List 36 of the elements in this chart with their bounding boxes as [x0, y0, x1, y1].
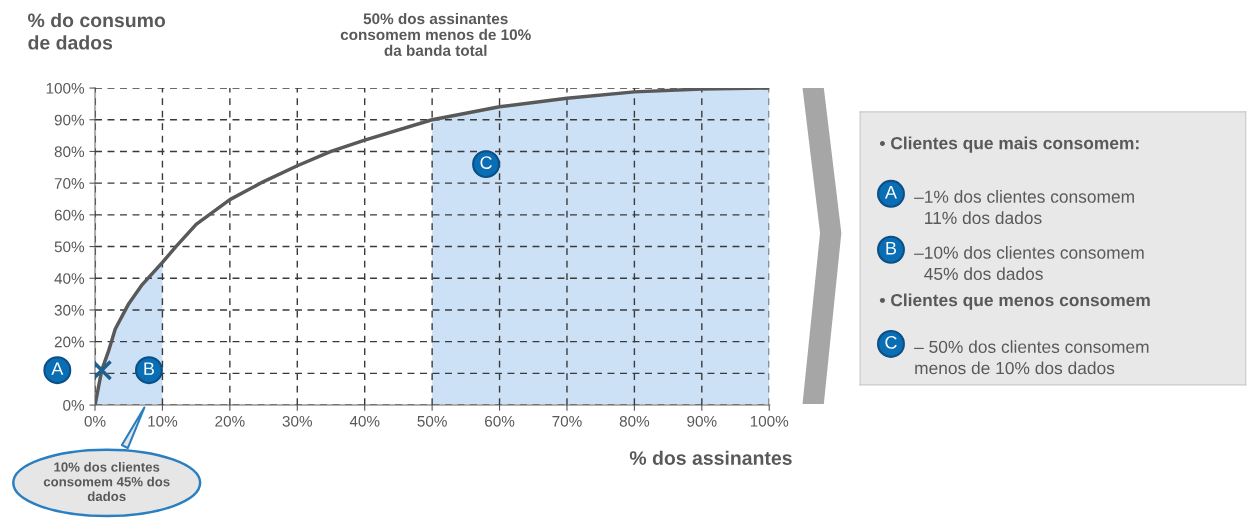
y-tick-label: 80%	[54, 146, 85, 158]
x-tick-label: 10%	[148, 415, 178, 427]
x-tick-label: 20%	[215, 415, 245, 427]
annotation: A	[51, 362, 64, 375]
text: • Clientes que menos consomem	[879, 293, 1150, 310]
x-tick-label: 50%	[417, 415, 447, 427]
y-tick-label: 100%	[46, 82, 85, 94]
annotation: C	[480, 156, 492, 169]
y-tick-label: 70%	[54, 178, 85, 189]
text: • Clientes que mais consomem:	[879, 136, 1139, 153]
x-tick-label: 100%	[750, 415, 789, 427]
annotation: B	[144, 362, 155, 375]
text: –1% dos clientes consomem 11% dos dados	[914, 190, 1134, 225]
y-axis-title: % do consumo de dados	[28, 12, 166, 50]
text: A	[884, 186, 897, 199]
x-tick-label: 80%	[619, 415, 650, 427]
x-tick-label: 0%	[84, 415, 106, 427]
y-tick-label: 40%	[54, 273, 85, 284]
text: – 50% dos clientes consomem menos de 10% dos dados	[914, 340, 1149, 375]
x-tick-label: 30%	[282, 415, 313, 427]
x-tick-label: 40%	[349, 415, 380, 427]
text: 10% dos clientes consomem 45% dos dados	[43, 462, 170, 502]
x-tick-label: 70%	[552, 415, 582, 427]
x-tick-label: 60%	[485, 415, 515, 427]
x-axis-title: % dos assinantes	[629, 450, 792, 465]
x-tick-label: 90%	[687, 415, 717, 427]
y-tick-label: 30%	[54, 304, 85, 316]
text: –10% dos clientes consomem 45% dos dados	[914, 246, 1144, 281]
text: B	[886, 241, 897, 255]
y-tick-label: 0%	[63, 399, 85, 411]
text: C	[885, 335, 897, 349]
y-tick-label: 20%	[54, 336, 85, 348]
y-tick-label: 50%	[54, 241, 85, 253]
y-tick-label: 90%	[54, 114, 85, 126]
chart-title: 50% dos assinantes consomem menos de 10% da banda total	[340, 12, 531, 56]
y-tick-label: 60%	[54, 209, 85, 221]
